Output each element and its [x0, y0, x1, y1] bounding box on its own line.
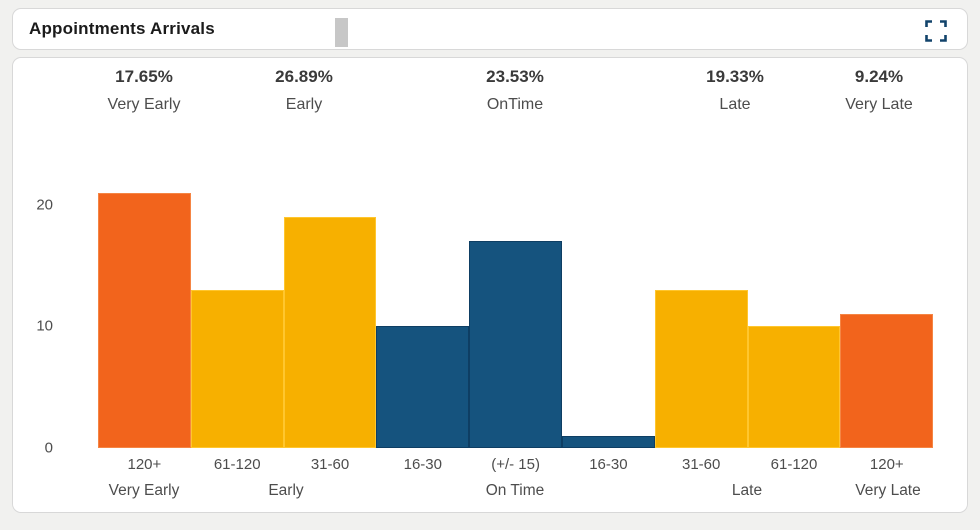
- summary-pct: 9.24%: [854, 67, 904, 86]
- histogram-bar[interactable]: [376, 326, 470, 448]
- x-bin-label: 31-60: [310, 456, 350, 473]
- y-tick-label: 0: [44, 439, 53, 457]
- summary-pct: 26.89%: [275, 67, 333, 86]
- visual-title: Appointments Arrivals: [29, 19, 215, 38]
- y-tick-label: 10: [36, 317, 53, 335]
- histogram-bar[interactable]: [98, 192, 191, 448]
- histogram-bar[interactable]: [562, 435, 655, 448]
- x-bin-label: 31-60: [682, 456, 721, 473]
- histogram-bar[interactable]: [747, 326, 841, 448]
- summary-item: 19.33% Late: [706, 67, 764, 114]
- summary-item: 23.53% OnTime: [486, 67, 544, 114]
- summary-label: OnTime: [486, 96, 544, 113]
- x-bin-label: (+/- 15): [491, 456, 540, 473]
- x-bin-label: 61-120: [770, 456, 818, 473]
- x-group-label: Very Early: [108, 482, 180, 499]
- summary-label: Very Late: [845, 96, 913, 113]
- summary-item: 26.89% Early: [275, 67, 333, 114]
- x-bin-label: 61-120: [213, 456, 261, 473]
- histogram-bar[interactable]: [283, 217, 377, 448]
- x-group-label: Very Late: [855, 482, 921, 499]
- visual-header-card: Appointments Arrivals: [12, 8, 968, 50]
- histogram-bar[interactable]: [469, 241, 562, 448]
- scrollbar-thumb[interactable]: [335, 18, 348, 47]
- x-bin-label: 120+: [127, 456, 162, 473]
- summary-label: Early: [285, 96, 323, 113]
- summary-pct: 19.33%: [706, 67, 764, 86]
- summary-label: Late: [719, 96, 751, 113]
- summary-pct: 17.65%: [115, 67, 173, 86]
- x-group-label: On Time: [485, 482, 545, 499]
- histogram-bar[interactable]: [840, 314, 934, 448]
- summary-pct: 23.53%: [486, 67, 544, 86]
- y-tick-label: 20: [36, 196, 53, 214]
- x-group-label: Late: [731, 482, 763, 499]
- summary-item: 17.65% Very Early: [108, 67, 181, 114]
- x-bin-label: 120+: [869, 456, 904, 473]
- fullscreen-icon[interactable]: [925, 20, 947, 42]
- summary-item: 9.24% Very Late: [845, 67, 913, 114]
- summary-label: Very Early: [107, 96, 181, 113]
- histogram-bar[interactable]: [654, 290, 748, 448]
- x-bin-label: 16-30: [589, 456, 628, 473]
- x-bin-label: 16-30: [403, 456, 442, 473]
- x-group-label: Early: [268, 482, 304, 499]
- histogram-bar[interactable]: [190, 290, 284, 448]
- chart-card: 17.65% Very Early 26.89% Early 23.53% OnTime 1…: [12, 57, 968, 513]
- fullscreen-icon-glyph: [925, 20, 947, 42]
